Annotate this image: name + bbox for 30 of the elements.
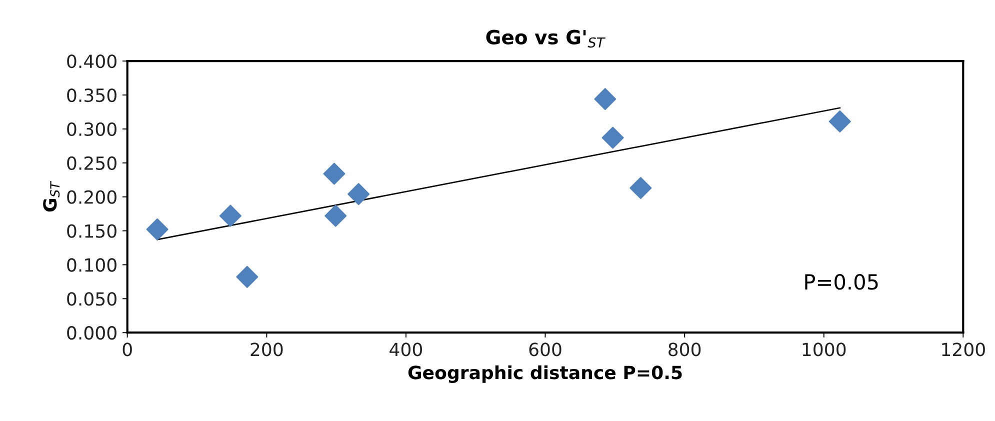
point (236, 266, 258, 288)
y-tick-label: 0.000 (67, 326, 116, 340)
x-tick-label: 400 (390, 342, 422, 356)
point (594, 88, 616, 110)
point (219, 204, 242, 227)
x-tick-label: 200 (250, 342, 283, 356)
x-tick-label: 0 (122, 342, 132, 356)
x-tick-label: 1000 (802, 342, 846, 356)
y-tick-label: 0.200 (67, 190, 116, 204)
y-tick-label: 0.100 (67, 258, 116, 272)
y-tick-label: 0.350 (67, 88, 116, 102)
point (324, 204, 347, 227)
x-tick-label: 800 (668, 342, 701, 356)
x-tick-label: 1200 (942, 342, 985, 356)
point (630, 176, 652, 199)
y-tick-label: 0.050 (67, 292, 116, 306)
point (348, 183, 370, 206)
y-tick-label: 0.400 (67, 54, 116, 68)
y-tick-label: 0.150 (67, 224, 116, 238)
point (602, 126, 624, 149)
x-axis-title: Geographic distance P=0.5 (408, 365, 682, 383)
y-tick-label: 0.300 (67, 122, 116, 136)
x-tick-label: 600 (529, 342, 562, 356)
annotation: P=0.05 (805, 274, 878, 290)
point (146, 218, 168, 240)
y-tick-label: 0.250 (67, 156, 116, 170)
point (323, 162, 346, 185)
y-axis-title: G$_{ST}$ (43, 180, 60, 212)
point (828, 110, 851, 132)
chart-title: Geo vs G'$_{ST}$ (486, 30, 606, 48)
